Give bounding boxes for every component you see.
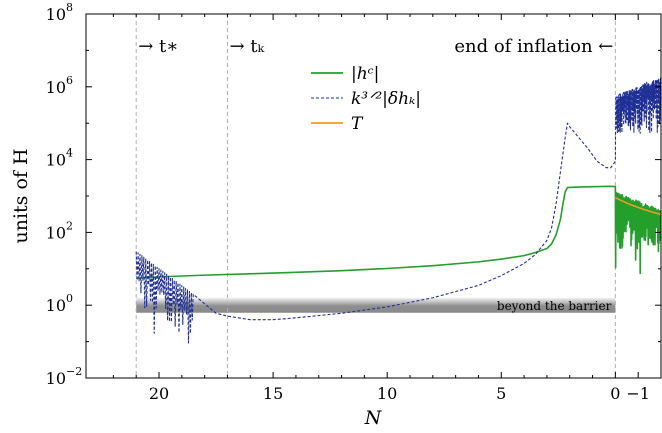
- legend-label-0: |hᶜ|: [351, 64, 379, 84]
- legend: |hᶜ| k³ᐟ²|δhₖ| T: [311, 64, 421, 134]
- y-tick-exp-0: −2: [66, 365, 82, 378]
- y-tick-exp-1: 0: [66, 292, 73, 305]
- barrier-band: [136, 297, 616, 313]
- vline-label-1: → tₖ: [229, 36, 264, 57]
- y-tick-label-4: 10: [46, 78, 66, 97]
- series-line-0: [136, 185, 661, 280]
- x-axis-title: N: [364, 407, 383, 429]
- y-tick-label-1: 10: [46, 296, 66, 315]
- legend-label-1: k³ᐟ²|δhₖ|: [351, 89, 421, 109]
- series-line-2: [615, 196, 661, 216]
- y-tick-exp-5: 8: [66, 1, 73, 14]
- series-line-1: [135, 77, 661, 344]
- y-axis-title: units of H: [10, 148, 32, 243]
- x-tick-label-4: 0: [610, 384, 620, 403]
- x-tick-label-5: −1: [626, 384, 650, 403]
- legend-label-2: T: [351, 114, 364, 134]
- y-tick-exp-3: 4: [66, 147, 73, 160]
- vline-label-0: → t∗: [138, 36, 178, 57]
- barrier-band-label: beyond the barrier: [497, 299, 612, 313]
- y-tick-exp-4: 6: [66, 74, 73, 87]
- vline-label-2: end of inflation ←: [454, 36, 613, 57]
- x-tick-label-3: 5: [496, 384, 506, 403]
- y-tick-exp-2: 2: [66, 219, 73, 232]
- x-tick-label-0: 20: [149, 384, 169, 403]
- y-tick-label-3: 10: [46, 151, 66, 170]
- x-tick-label-2: 10: [377, 384, 397, 403]
- y-tick-label-5: 10: [46, 5, 66, 24]
- y-tick-label-2: 10: [46, 223, 66, 242]
- x-tick-label-1: 15: [263, 384, 283, 403]
- y-tick-label-0: 10: [46, 369, 66, 388]
